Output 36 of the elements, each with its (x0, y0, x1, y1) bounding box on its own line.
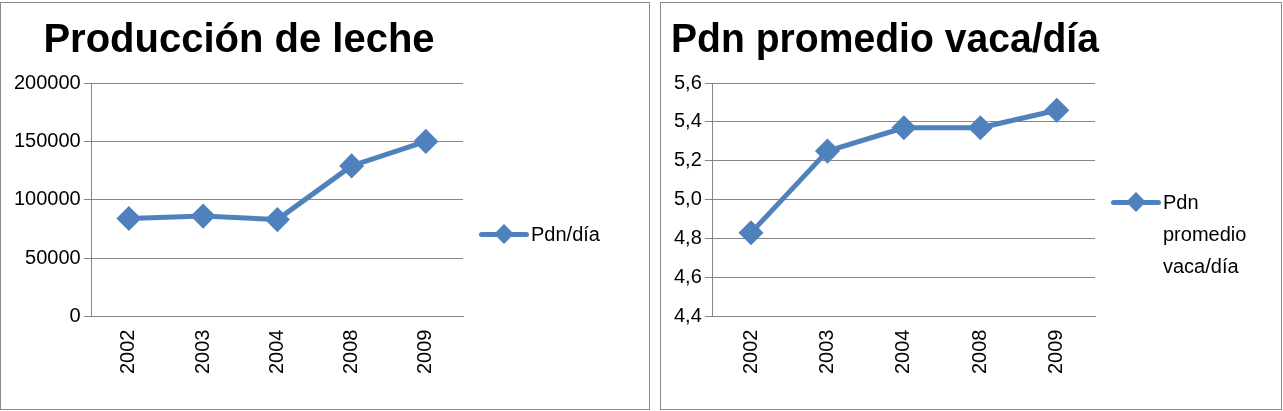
x-tick-label: 2003 (190, 329, 213, 375)
legend-label: Pdn promedio vaca/día (1163, 189, 1248, 279)
x-tick-label: 2003 (814, 329, 837, 375)
point (815, 139, 839, 163)
y-tick-label: 150000 (13, 128, 81, 151)
point (117, 206, 141, 230)
point (265, 208, 289, 232)
x-tick-label: 2002 (738, 329, 761, 375)
chart-title: Producción de leche (43, 16, 435, 61)
point (414, 129, 438, 153)
x-tick-label: 2009 (413, 329, 436, 375)
point (191, 204, 215, 228)
x-tick-label: 2004 (891, 329, 914, 375)
point (1045, 98, 1069, 122)
x-tick-label: 2002 (116, 329, 139, 375)
chart-title: Pdn promedio vaca/día (671, 15, 1100, 61)
y-tick-label: 200000 (13, 70, 81, 93)
y-tick-label: 5,0 (673, 187, 702, 210)
legend-label: Pdn/día (531, 221, 601, 247)
y-tick-label: 5,6 (673, 70, 702, 93)
y-tick-label: 4,8 (673, 226, 702, 249)
x-tick-label: 2008 (339, 329, 362, 375)
y-tick-label: 5,4 (673, 109, 702, 132)
point (739, 221, 763, 245)
y-tick-label: 50000 (25, 245, 81, 268)
y-tick-label: 4,4 (673, 304, 702, 327)
y-tick-label: 0 (69, 304, 81, 327)
x-tick-label: 2008 (967, 329, 990, 375)
point (892, 116, 916, 140)
point (968, 116, 992, 140)
point (340, 154, 364, 178)
y-tick-label: 100000 (13, 187, 81, 210)
y-tick-label: 5,2 (673, 148, 702, 171)
x-tick-label: 2004 (264, 329, 287, 375)
y-tick-label: 4,6 (673, 265, 702, 288)
x-tick-label: 2009 (1044, 329, 1067, 375)
